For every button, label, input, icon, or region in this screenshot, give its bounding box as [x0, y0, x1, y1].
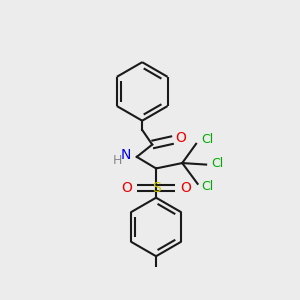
Text: H: H — [113, 154, 122, 167]
Text: Cl: Cl — [201, 180, 213, 193]
Text: O: O — [180, 181, 191, 195]
Text: Cl: Cl — [211, 157, 223, 169]
Text: S: S — [152, 181, 161, 195]
Text: Cl: Cl — [201, 134, 213, 146]
Text: N: N — [121, 148, 131, 162]
Text: O: O — [122, 181, 132, 195]
Text: O: O — [175, 131, 186, 146]
